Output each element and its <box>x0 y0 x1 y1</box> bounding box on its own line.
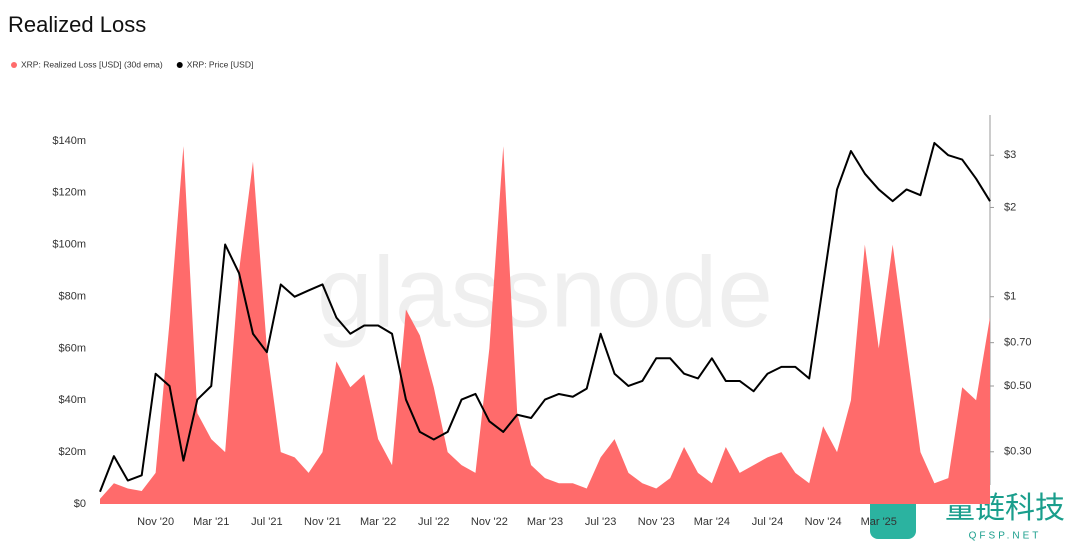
y2-tick-label: $0.50 <box>1004 380 1032 392</box>
legend-marker <box>176 62 183 68</box>
y2-tick-label: $0.70 <box>1004 337 1032 349</box>
x-tick-label: Jul '21 <box>251 516 282 528</box>
x-tick-label: Nov '21 <box>304 516 341 528</box>
x-tick-label: Nov '23 <box>638 516 675 528</box>
x-tick-label: Mar '23 <box>527 516 563 528</box>
x-tick-label: Mar '21 <box>193 516 229 528</box>
legend-label: XRP: Realized Loss [USD] (30d ema) <box>21 59 163 69</box>
badge-logo <box>870 493 916 539</box>
x-tick-label: Jul '22 <box>418 516 449 528</box>
badge-site: QFSP.NET <box>969 531 1042 542</box>
y-tick-label: $140m <box>52 135 86 147</box>
x-tick-label: Mar '22 <box>360 516 396 528</box>
price-line <box>99 141 991 493</box>
x-tick-label: Mar '24 <box>694 516 730 528</box>
x-tick-label: Nov '22 <box>471 516 508 528</box>
y2-tick-label: $0.30 <box>1004 446 1032 458</box>
legend-marker <box>11 62 17 68</box>
x-tick-label: Nov '20 <box>137 516 174 528</box>
x-tick-label: Jul '23 <box>585 516 616 528</box>
y-tick-label: $100m <box>52 239 86 251</box>
y-tick-label: $0 <box>74 498 86 510</box>
y-tick-label: $60m <box>58 342 86 354</box>
y2-tick-label: $1 <box>1004 291 1016 303</box>
chart-title: Realized Loss <box>8 12 146 37</box>
y-tick-label: $20m <box>58 446 86 458</box>
y2-tick-label: $2 <box>1004 201 1016 213</box>
loss-area <box>100 146 990 504</box>
x-tick-label: Jul '24 <box>752 516 783 528</box>
y-tick-label: $80m <box>58 290 86 302</box>
watermark: glassnode <box>317 236 773 348</box>
y2-tick-label: $3 <box>1004 149 1016 161</box>
legend-label: XRP: Price [USD] <box>187 59 254 69</box>
x-tick-label: Nov '24 <box>805 516 842 528</box>
x-tick-label: Mar '25 <box>861 516 897 528</box>
y-tick-label: $120m <box>52 187 86 199</box>
y-tick-label: $40m <box>58 394 86 406</box>
